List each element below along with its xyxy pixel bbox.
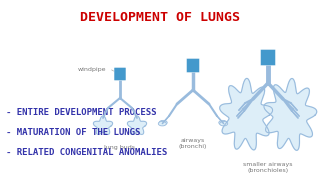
Text: airways
(bronchi): airways (bronchi): [179, 138, 207, 149]
FancyBboxPatch shape: [187, 58, 199, 73]
Circle shape: [159, 120, 167, 125]
Polygon shape: [93, 116, 113, 134]
Text: - RELATED CONGENITAL ANOMALIES: - RELATED CONGENITAL ANOMALIES: [6, 148, 167, 157]
Text: lung buds: lung buds: [105, 145, 135, 150]
Polygon shape: [127, 116, 147, 134]
Text: windpipe: windpipe: [78, 68, 116, 73]
Circle shape: [219, 120, 227, 125]
Circle shape: [158, 121, 166, 126]
Text: - MATURATION OF THE LUNGS: - MATURATION OF THE LUNGS: [6, 128, 140, 137]
Text: DEVELOPMENT OF LUNGS: DEVELOPMENT OF LUNGS: [80, 11, 240, 24]
FancyBboxPatch shape: [260, 50, 276, 66]
Polygon shape: [264, 78, 317, 150]
FancyBboxPatch shape: [114, 68, 126, 80]
Text: - ENTIRE DEVELOPMENT PROCESS: - ENTIRE DEVELOPMENT PROCESS: [6, 108, 156, 117]
Text: smaller airways
(bronchioles): smaller airways (bronchioles): [243, 162, 293, 173]
Polygon shape: [220, 78, 273, 150]
Circle shape: [220, 121, 228, 126]
